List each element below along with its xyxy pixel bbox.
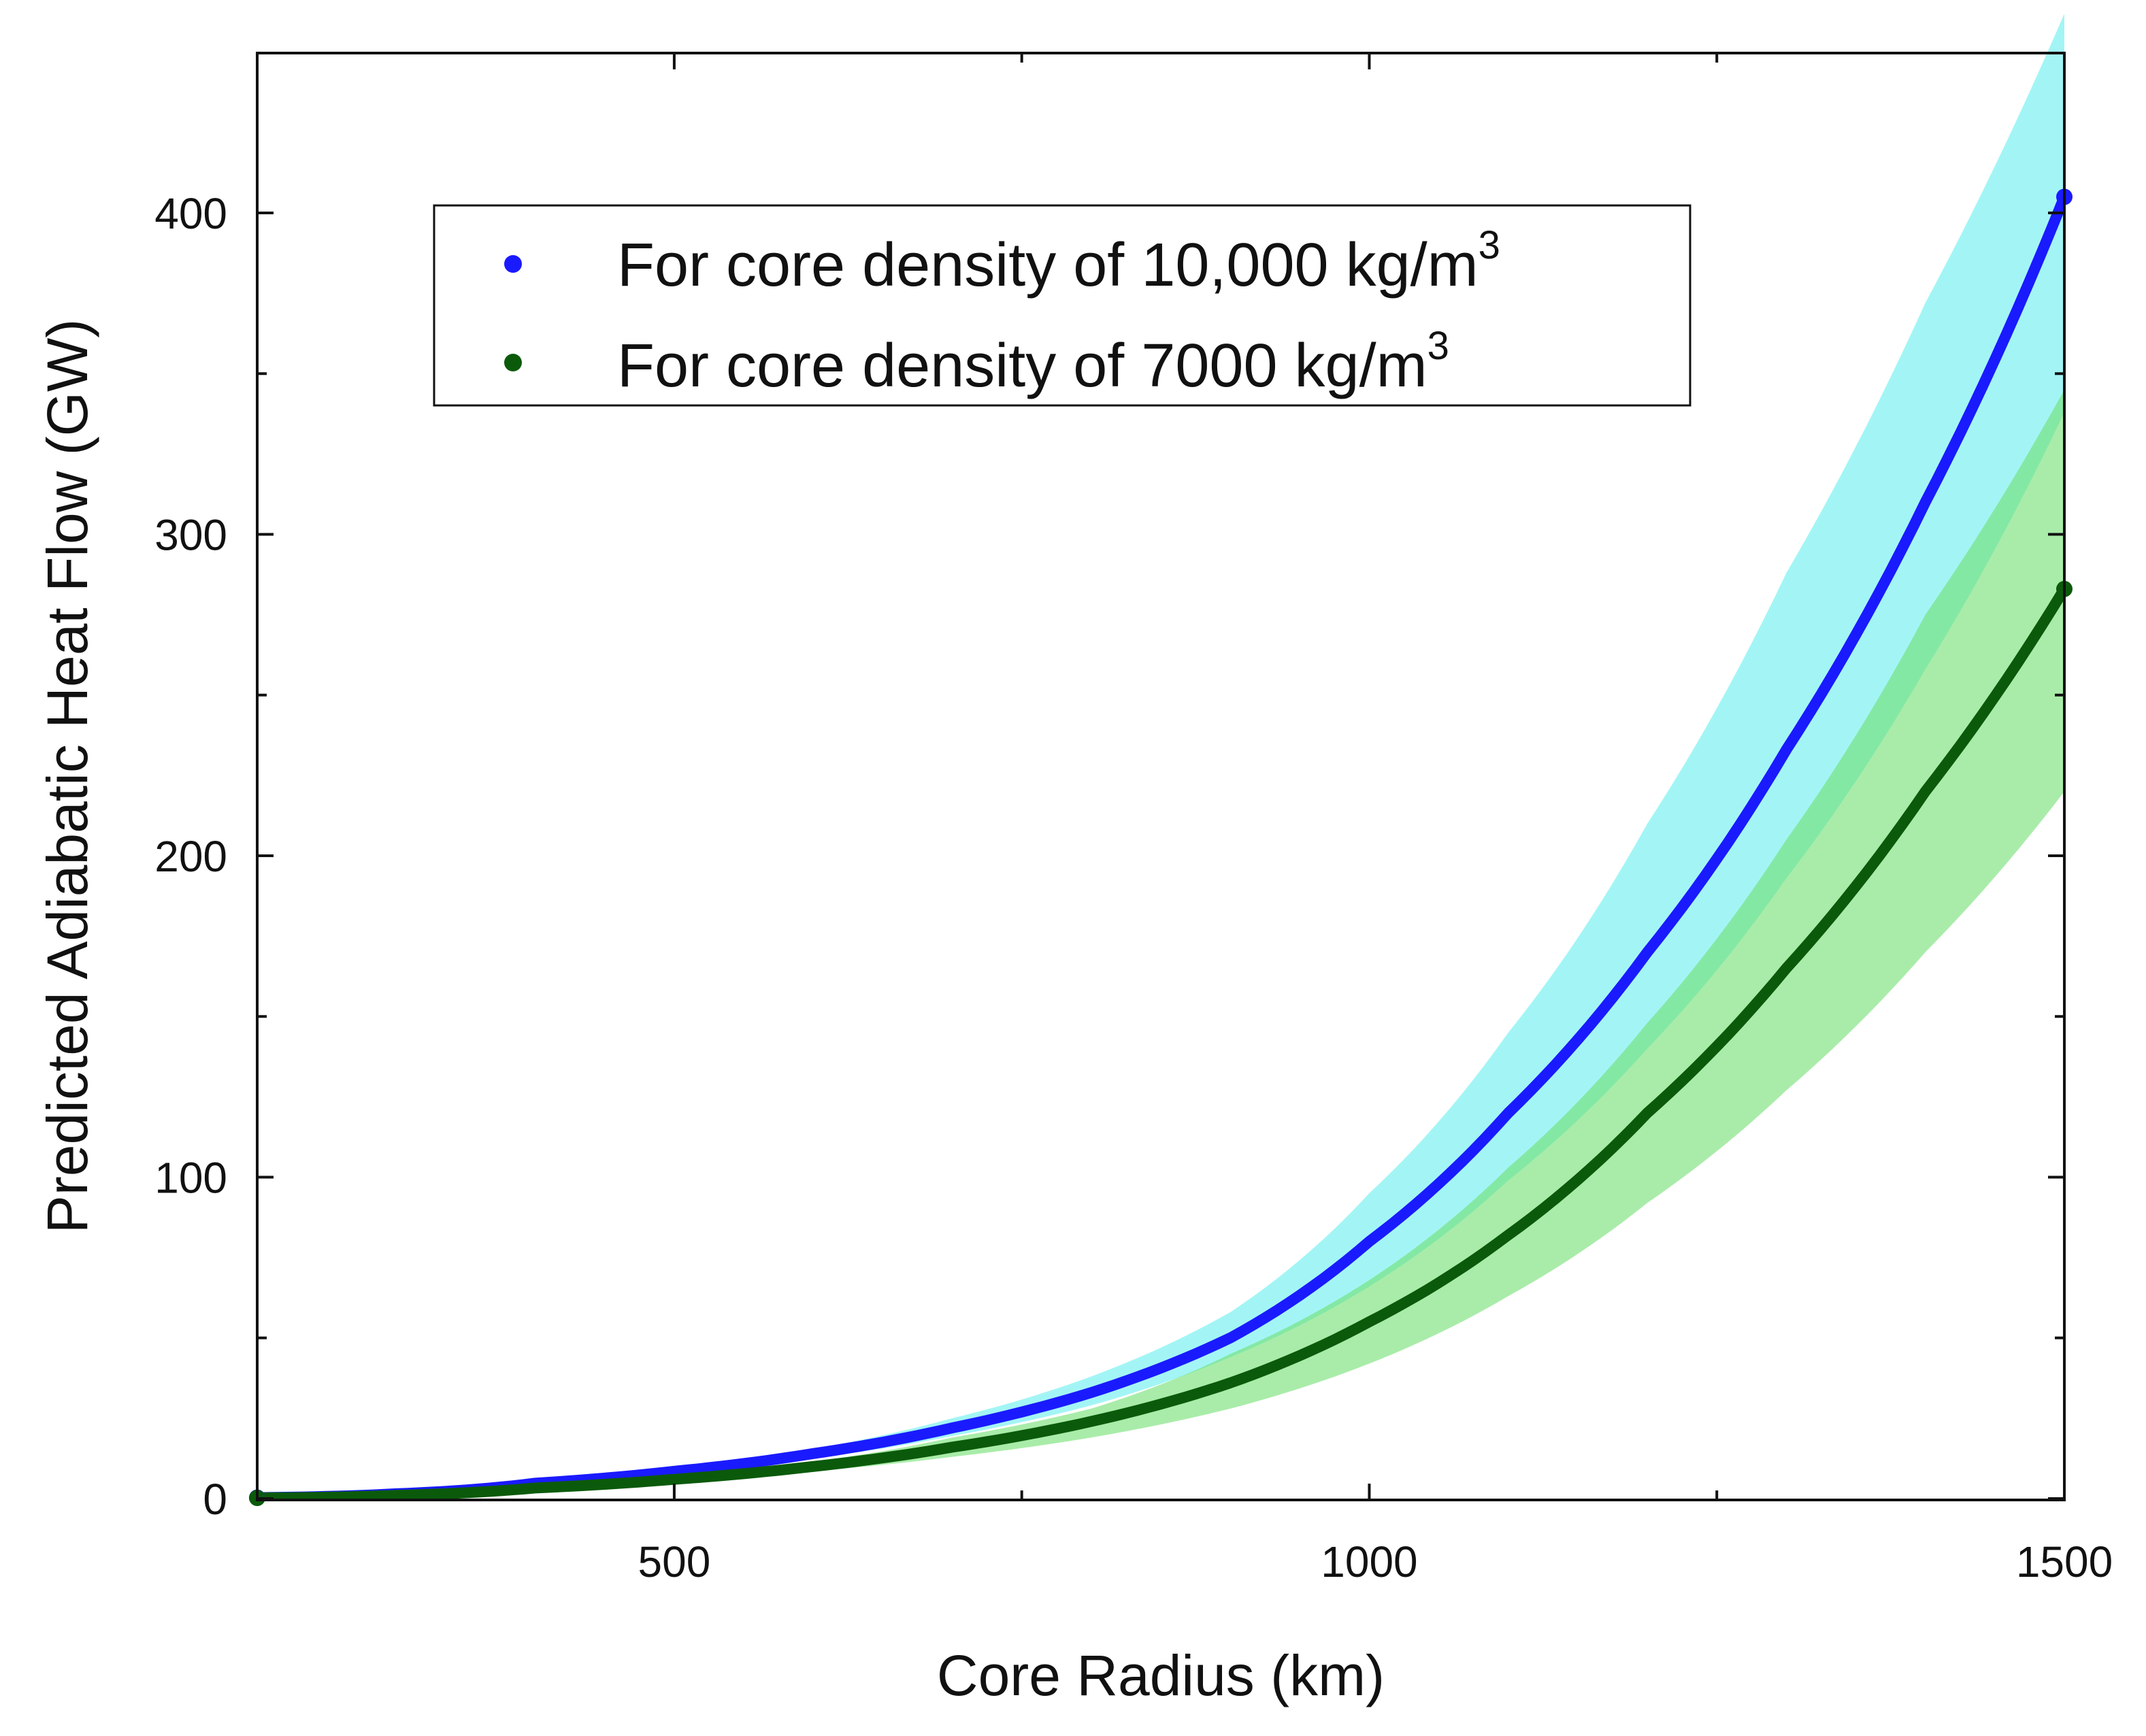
legend-box (433, 204, 1691, 407)
x-axis-title: Core Radius (km) (937, 1643, 1385, 1707)
y-tick-label: 300 (154, 511, 227, 560)
series-lines (257, 191, 2064, 1500)
axis-tick-labels: 500 1000 1500 0 100 200 300 400 (154, 189, 2113, 1586)
axis-ticks (257, 53, 2066, 1500)
legend-label-10000: For core density of 10,000 kg/m3 (617, 223, 1500, 299)
line-series-1 (257, 583, 2064, 1500)
legend-label-7000: For core density of 7000 kg/m3 (617, 324, 1449, 400)
legend-marker-10000 (504, 255, 522, 273)
y-tick-label: 0 (203, 1475, 227, 1524)
legend-marker-7000 (504, 354, 522, 371)
band-series-1 (257, 389, 2064, 1499)
legend: For core density of 10,000 kg/m3 For cor… (433, 204, 1691, 407)
y-axis-title: Predicted Adiabatic Heat Flow (GW) (35, 319, 99, 1234)
x-tick-label: 1000 (1321, 1537, 1417, 1586)
y-tick-label: 400 (154, 189, 227, 238)
y-tick-label: 100 (154, 1154, 227, 1203)
plot-frame (256, 52, 2066, 1501)
band-series-0 (257, 14, 2064, 1498)
uncertainty-bands (257, 14, 2064, 1499)
y-tick-label: 200 (154, 832, 227, 881)
x-tick-label: 1500 (2016, 1537, 2113, 1586)
x-tick-label: 500 (638, 1537, 711, 1586)
